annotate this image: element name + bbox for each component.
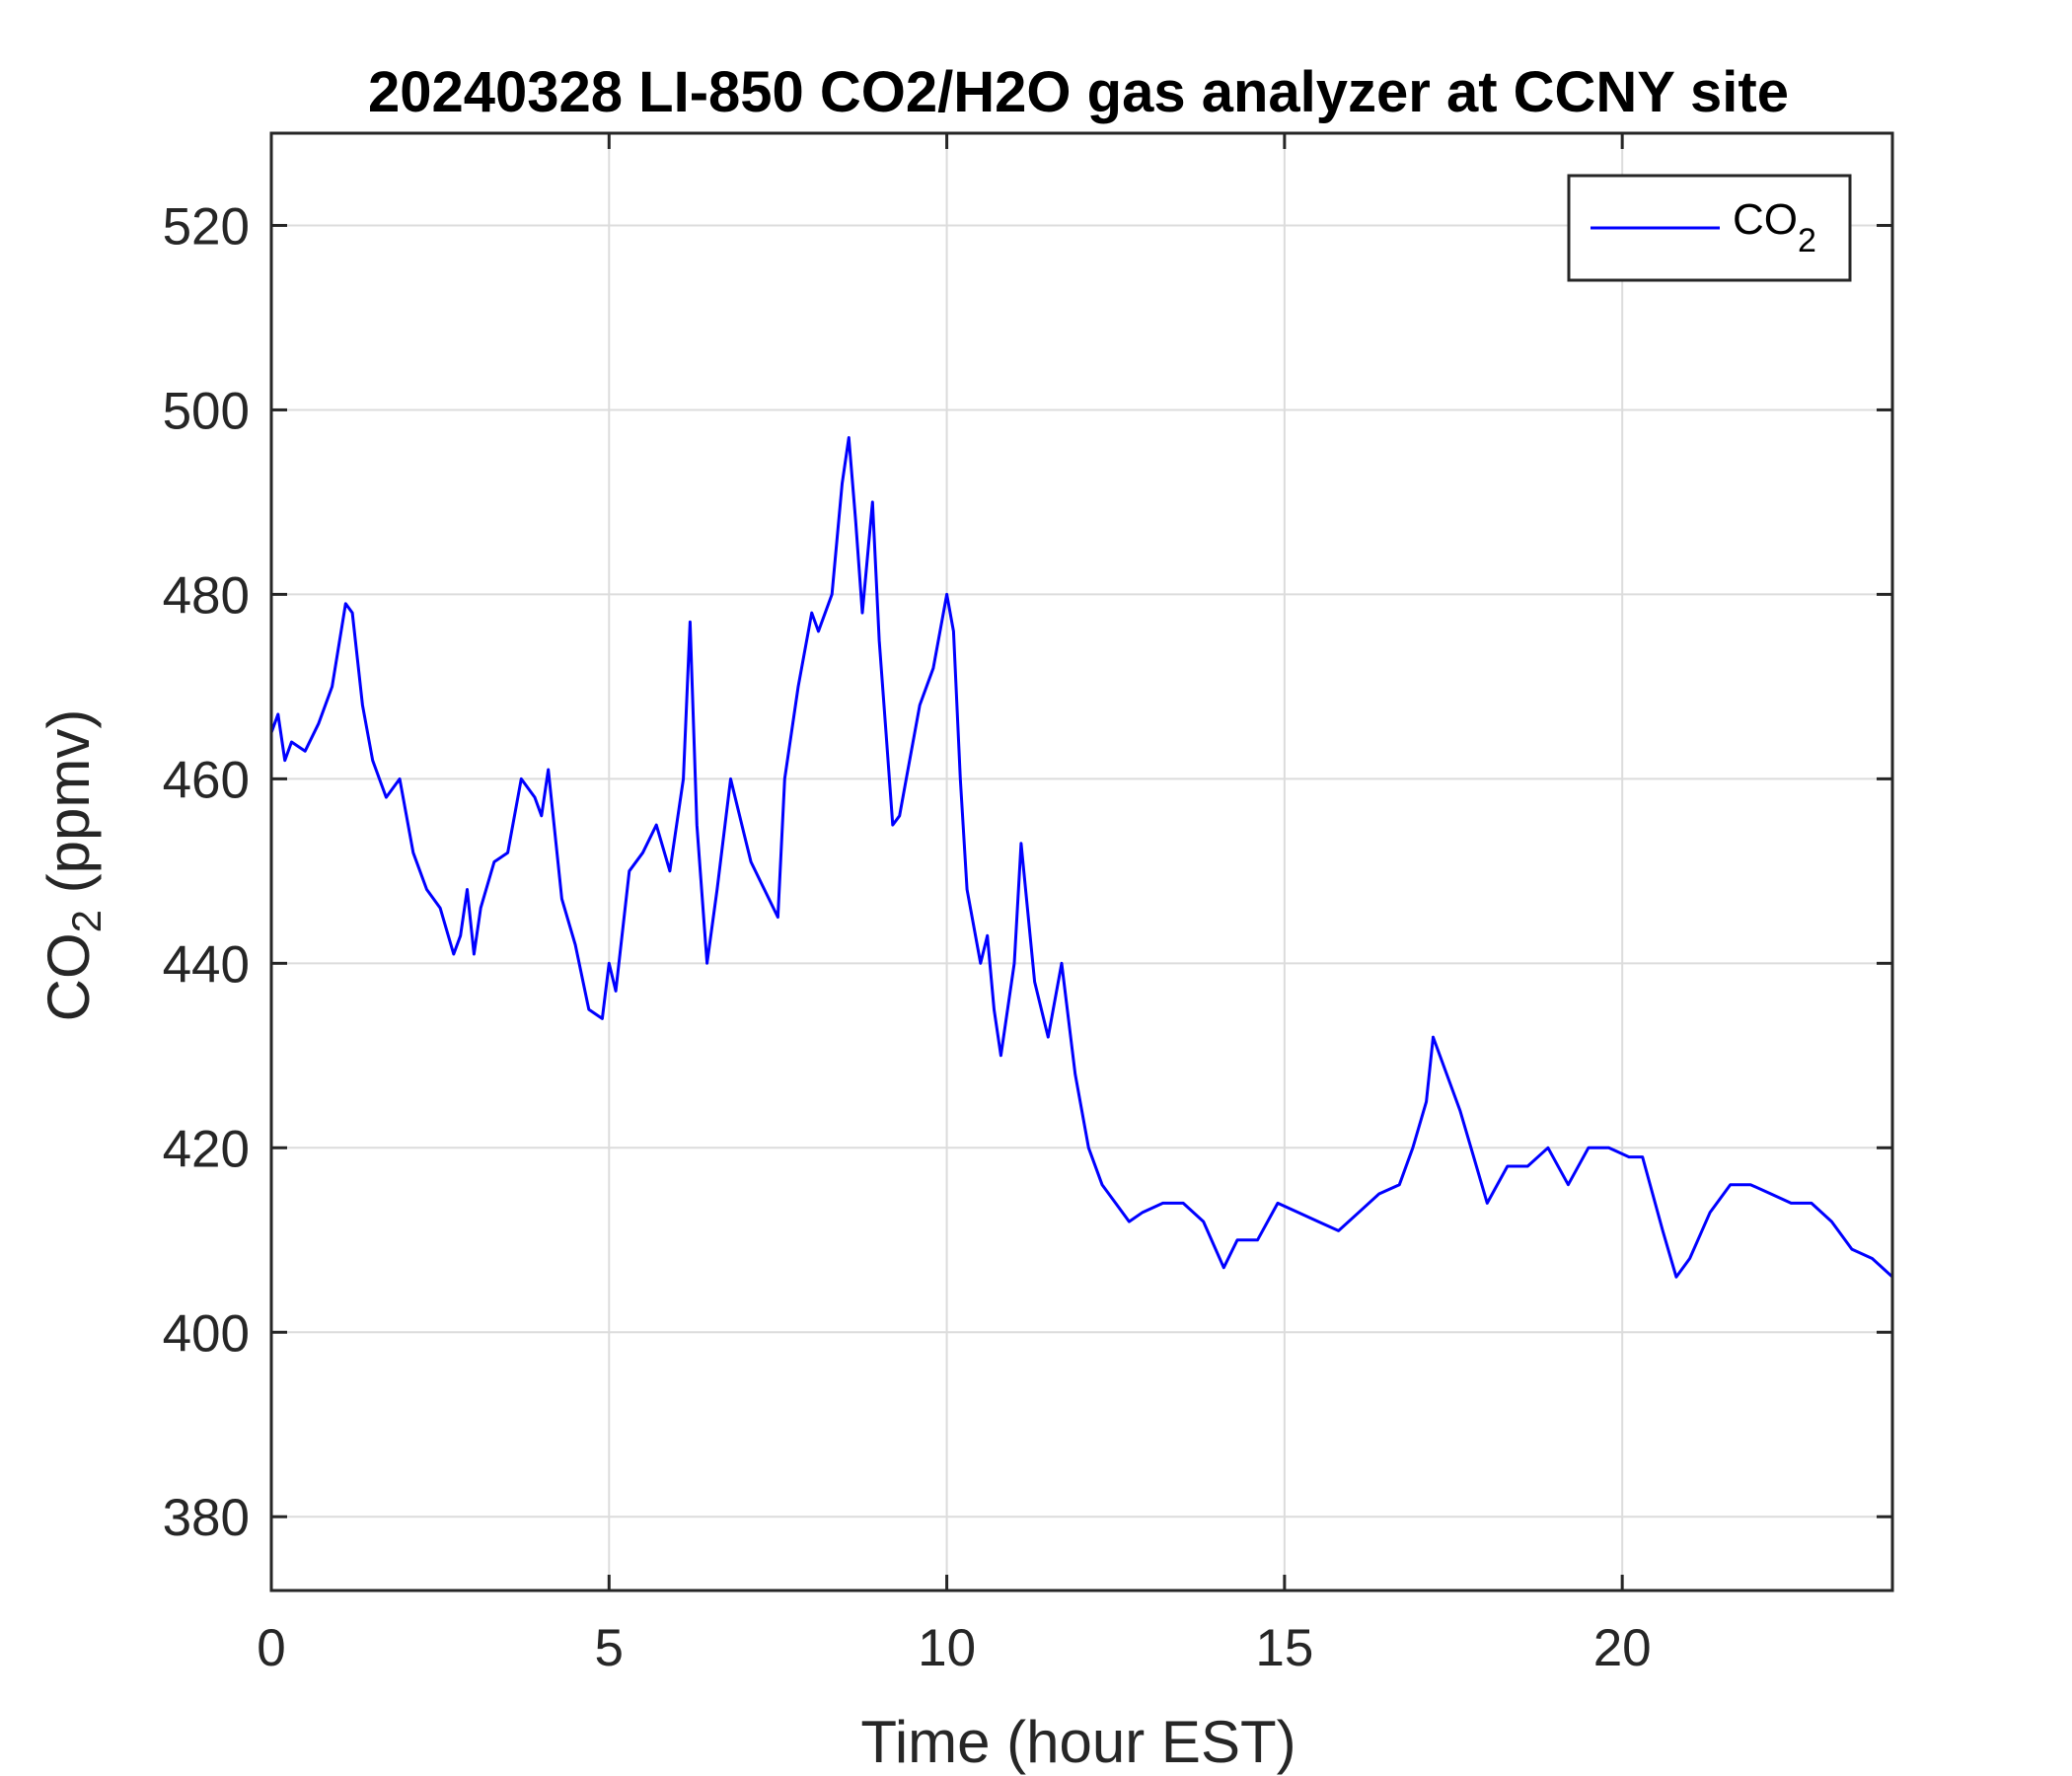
chart-title: 20240328 LI-850 CO2/H2O gas analyzer at …	[368, 60, 1789, 124]
x-tick-label-20: 20	[1593, 1619, 1652, 1677]
y-tick-label-520: 520	[163, 197, 250, 256]
y-axis-label-main: CO	[36, 932, 102, 1021]
y-axis-label-unit: (ppmv)	[36, 709, 102, 910]
vertical-grid-lines	[270, 133, 1624, 1591]
legend-label-subscript: 2	[1798, 222, 1816, 259]
x-tick-label-15: 15	[1255, 1619, 1313, 1677]
x-tick-labels: 0 5 10 15 20	[257, 1619, 1651, 1677]
y-axis-label-subscript: 2	[63, 910, 110, 932]
x-tick-label-10: 10	[918, 1619, 976, 1677]
x-tick-label-0: 0	[257, 1619, 285, 1677]
co2-series-line	[269, 436, 1894, 1279]
y-tick-label-440: 440	[163, 935, 250, 994]
y-tick-label-380: 380	[163, 1489, 250, 1547]
y-tick-label-420: 420	[163, 1120, 250, 1178]
y-tick-labels: 380 400 420 440 460 480 500 520	[163, 197, 250, 1547]
x-axis-label: Time (hour EST)	[860, 1709, 1295, 1775]
y-tick-label-500: 500	[163, 382, 250, 440]
y-tick-label-480: 480	[163, 566, 250, 625]
legend-label: CO2	[1733, 195, 1816, 259]
legend: CO2	[1567, 174, 1852, 282]
axis-ticks	[269, 133, 1892, 1591]
legend-label-main: CO	[1733, 195, 1798, 244]
plot-area-frame	[269, 131, 1894, 1592]
y-axis-label: CO2 (ppmv)	[36, 709, 110, 1022]
horizontal-grid-lines	[271, 224, 1892, 1518]
y-tick-label-460: 460	[163, 751, 250, 809]
y-tick-label-400: 400	[163, 1304, 250, 1363]
x-tick-label-5: 5	[595, 1619, 624, 1677]
